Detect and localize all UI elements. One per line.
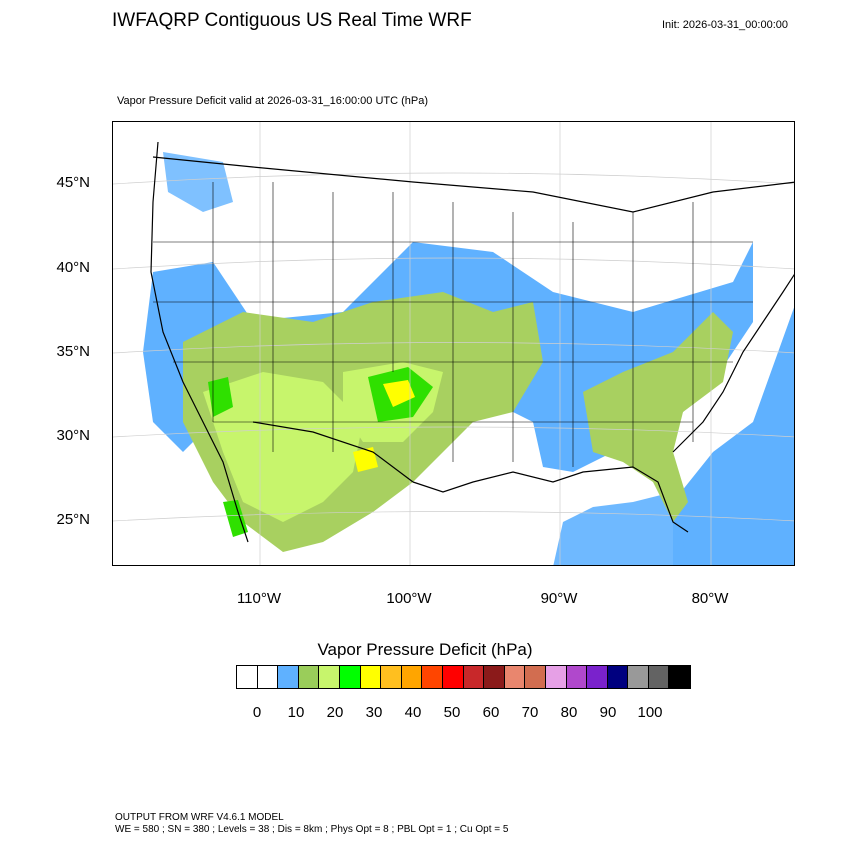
state-borders: [153, 182, 753, 467]
pale-green-southwest: [203, 372, 363, 522]
colorbar-swatch: [422, 666, 443, 688]
lon-label-90w: 90°W: [540, 590, 578, 607]
main-title: IWFAQRP Contiguous US Real Time WRF: [112, 10, 472, 31]
colorbar-swatch: [628, 666, 649, 688]
yellow-texas: [383, 380, 415, 407]
colorbar-tick: 60: [482, 704, 500, 721]
colorbar-title: Vapor Pressure Deficit (hPa): [317, 640, 533, 659]
bright-green-west: [208, 377, 233, 417]
colorbar-swatch: [545, 666, 567, 688]
colorbar-swatch: [278, 666, 299, 688]
colorbar-swatch: [401, 666, 423, 688]
lon-label-80w: 80°W: [691, 590, 729, 607]
colorbar: [236, 665, 692, 689]
colorbar-tick: 0: [252, 704, 262, 721]
colorbar-tick: 70: [521, 704, 539, 721]
colorbar-tick: 10: [287, 704, 305, 721]
coastlines: [150, 141, 794, 543]
map-panel: [112, 121, 795, 566]
gulf-blue-field: [553, 492, 688, 565]
atlantic-blue-field: [673, 307, 794, 565]
colorbar-swatch: [442, 666, 464, 688]
lat-label-45: 45°N: [56, 174, 90, 191]
footer-model-line: OUTPUT FROM WRF V4.6.1 MODEL: [115, 812, 284, 823]
colorbar-swatch: [607, 666, 629, 688]
colorbar-swatch: [381, 666, 402, 688]
colorbar-tick: 90: [599, 704, 617, 721]
colorbar-swatch: [360, 666, 382, 688]
colorbar-swatch: [525, 666, 546, 688]
map-canvas: [113, 122, 794, 565]
colorbar-swatch: [566, 666, 588, 688]
light-green-southeast: [583, 312, 733, 522]
colorbar-tick: 20: [326, 704, 344, 721]
colorbar-tick: 50: [443, 704, 461, 721]
lon-label-110w: 110°W: [236, 590, 282, 607]
colorbar-swatch: [648, 666, 670, 688]
colorbar-tick: 40: [404, 704, 422, 721]
colorbar-swatch: [319, 666, 340, 688]
footer-options-line: WE = 580 ; SN = 380 ; Levels = 38 ; Dis …: [115, 824, 509, 835]
colorbar-tick: 30: [365, 704, 383, 721]
colorbar-swatch: [298, 666, 320, 688]
lat-label-25: 25°N: [56, 511, 90, 528]
graticule: [113, 122, 794, 565]
init-time-label: Init: 2026-03-31_00:00:00: [662, 19, 788, 31]
lon-label-100w: 100°W: [386, 590, 432, 607]
colorbar-tick: 80: [560, 704, 578, 721]
colorbar-swatch: [339, 666, 361, 688]
blue-vpd-northwest: [163, 152, 233, 212]
map-subtitle: Vapor Pressure Deficit valid at 2026-03-…: [117, 95, 429, 107]
colorbar-swatch: [484, 666, 505, 688]
colorbar-swatch: [669, 666, 691, 688]
lat-label-30: 30°N: [56, 427, 90, 444]
lat-label-40: 40°N: [56, 259, 90, 276]
lat-label-35: 35°N: [56, 343, 90, 360]
yellow-south-texas: [353, 447, 378, 472]
colorbar-tick: 100: [637, 704, 663, 721]
colorbar-swatch: [237, 666, 258, 688]
colorbar-swatch: [463, 666, 485, 688]
colorbar-swatch: [257, 666, 279, 688]
bright-green-baja: [223, 500, 248, 537]
colorbar-swatch: [504, 666, 526, 688]
colorbar-swatch: [587, 666, 608, 688]
